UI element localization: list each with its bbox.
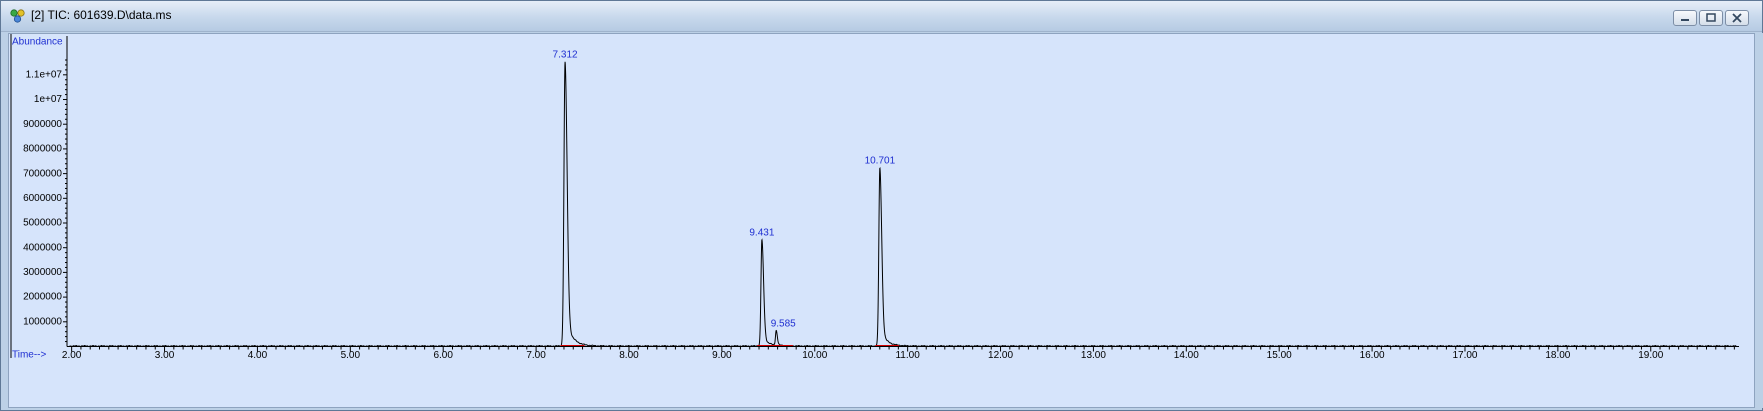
minimize-button[interactable] xyxy=(1673,10,1697,26)
y-tick-label: 1000000 xyxy=(23,316,62,327)
x-tick-label: 10.00 xyxy=(802,350,827,361)
peak-label: 9.585 xyxy=(771,319,796,330)
x-tick-label: 18.00 xyxy=(1545,350,1570,361)
y-tick-label: 1e+07 xyxy=(34,94,63,105)
y-tick-label: 8000000 xyxy=(23,144,62,155)
x-tick-label: 7.00 xyxy=(526,350,546,361)
x-tick-label: 14.00 xyxy=(1174,350,1199,361)
x-tick-label: 16.00 xyxy=(1360,350,1385,361)
restore-icon xyxy=(1706,13,1716,22)
close-icon xyxy=(1732,13,1742,23)
x-tick-label: 13.00 xyxy=(1081,350,1106,361)
x-tick-label: 9.00 xyxy=(712,350,732,361)
y-tick-label: 3000000 xyxy=(23,267,62,278)
minimize-icon xyxy=(1681,19,1689,21)
y-tick-label: 6000000 xyxy=(23,193,62,204)
chemstation-app-icon xyxy=(10,9,25,23)
x-tick-label: 5.00 xyxy=(341,350,361,361)
window-right-edge xyxy=(1756,33,1763,408)
peak-label: 9.431 xyxy=(749,227,774,238)
peak-label: 10.701 xyxy=(865,156,896,167)
peak-label: 7.312 xyxy=(553,49,578,60)
x-tick-label: 4.00 xyxy=(248,350,268,361)
x-tick-label: 8.00 xyxy=(619,350,639,361)
y-tick-label: 4000000 xyxy=(23,242,62,253)
restore-button[interactable] xyxy=(1699,10,1723,26)
title-bar[interactable]: [2] TIC: 601639.D\data.ms xyxy=(1,1,1762,32)
y-tick-label: 2000000 xyxy=(23,292,62,303)
close-button[interactable] xyxy=(1725,10,1749,26)
tic-chromatogram: Abundance Time--> 1000000 2000000 3000000 400… xyxy=(10,34,1739,361)
y-tick-label: 7000000 xyxy=(23,168,62,179)
x-tick-label: 12.00 xyxy=(988,350,1013,361)
x-tick-label: 2.00 xyxy=(62,350,82,361)
y-tick-label: 5000000 xyxy=(23,218,62,229)
x-tick-label: 6.00 xyxy=(433,350,453,361)
x-tick-label: 15.00 xyxy=(1267,350,1292,361)
tic-trace xyxy=(68,61,1737,348)
x-tick-label: 17.00 xyxy=(1452,350,1477,361)
y-axis-label: Abundance xyxy=(12,36,63,47)
y-tick-label: 9000000 xyxy=(23,119,62,130)
y-tick-label: 1.1e+07 xyxy=(26,69,63,80)
x-tick-label: 19.00 xyxy=(1638,350,1663,361)
x-tick-label: 11.00 xyxy=(895,350,920,361)
x-axis-label: Time--> xyxy=(12,350,47,361)
plot-area[interactable]: Abundance Time--> 1000000 2000000 3000000 400… xyxy=(8,33,1755,408)
window-title: [2] TIC: 601639.D\data.ms xyxy=(31,8,172,22)
x-tick-label: 3.00 xyxy=(155,350,175,361)
